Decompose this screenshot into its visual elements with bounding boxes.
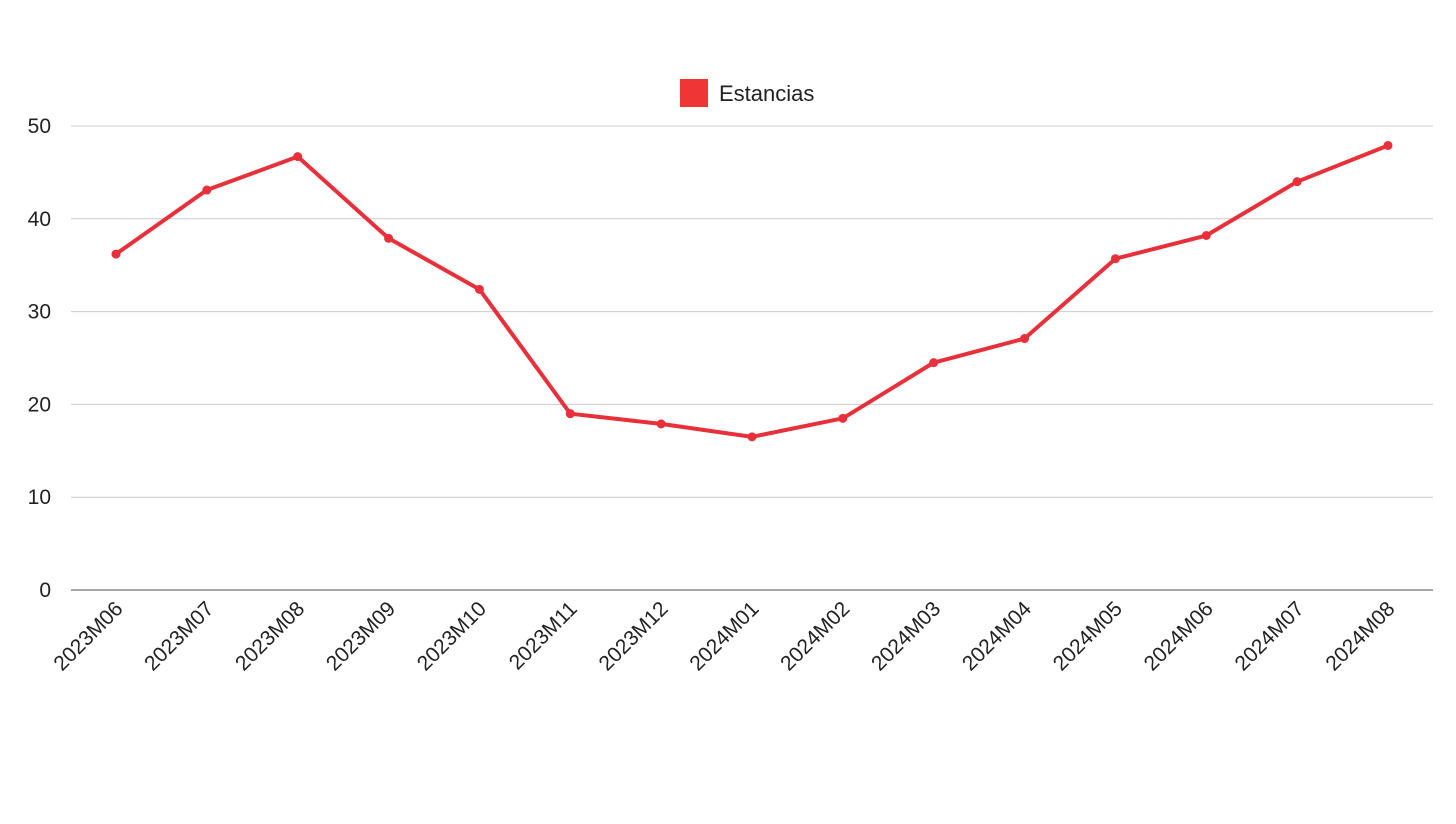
data-point [838,413,848,423]
x-tick-label: 2024M04 [958,597,1036,675]
data-point [1201,231,1211,241]
x-tick-label: 2023M06 [49,597,127,675]
y-tick-label: 40 [28,208,51,231]
x-tick-label: 2023M08 [231,597,309,675]
data-point [565,409,575,419]
y-tick-label: 0 [39,579,51,602]
data-point [747,432,757,442]
data-point [656,419,666,429]
data-point [384,233,394,243]
data-point [929,358,939,368]
legend-label: Estancias [719,81,814,106]
x-tick-label: 2023M12 [594,597,672,675]
y-tick-label: 10 [28,486,51,509]
data-point [1292,177,1302,187]
x-tick-label: 2024M02 [776,597,854,675]
x-tick-label: 2024M01 [685,597,763,675]
series-line [114,143,1390,439]
y-tick-label: 20 [28,393,51,416]
data-point [1383,140,1393,150]
legend-swatch [680,79,708,107]
y-tick-label: 30 [28,301,51,324]
data-point [202,185,212,195]
data-point [111,249,121,259]
x-tick-label: 2023M09 [322,597,400,675]
x-tick-label: 2024M03 [867,597,945,675]
x-tick-label: 2024M07 [1230,597,1308,675]
data-point [474,284,484,294]
series-layer [111,140,1393,442]
x-tick-label: 2024M05 [1049,597,1127,675]
data-point [293,152,303,162]
y-tick-label: 50 [28,115,51,138]
x-tick-label: 2024M08 [1321,597,1399,675]
data-point [1110,254,1120,264]
legend: Estancias [680,79,814,107]
x-tick-label: 2023M07 [140,597,218,675]
x-tick-label: 2023M10 [413,597,491,675]
x-tick-label: 2024M06 [1140,597,1218,675]
x-tick-label: 2023M11 [505,597,582,674]
data-point [1020,334,1030,344]
grid-layer [71,125,1433,498]
